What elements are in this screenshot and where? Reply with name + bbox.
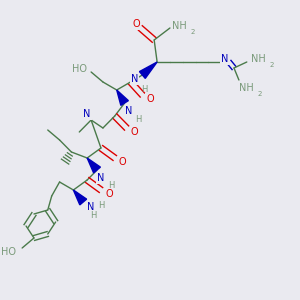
Text: N: N [125, 106, 132, 116]
Text: H: H [108, 182, 114, 190]
Text: O: O [119, 157, 127, 167]
Text: HO: HO [72, 64, 87, 74]
Text: N: N [131, 74, 138, 84]
Polygon shape [87, 158, 101, 173]
Text: H: H [141, 85, 148, 94]
Text: N: N [97, 173, 105, 183]
Text: NH: NH [239, 83, 254, 93]
Text: HO: HO [1, 247, 16, 257]
Text: NH: NH [172, 21, 187, 31]
Text: 2: 2 [190, 29, 195, 35]
Text: H: H [90, 212, 96, 220]
Text: N: N [87, 202, 95, 212]
Polygon shape [140, 62, 157, 78]
Text: N: N [221, 54, 229, 64]
Text: O: O [105, 189, 113, 199]
Text: O: O [146, 94, 154, 104]
Text: H: H [98, 200, 104, 209]
Text: H: H [135, 115, 142, 124]
Text: O: O [131, 127, 138, 137]
Text: 2: 2 [269, 62, 274, 68]
Polygon shape [74, 190, 87, 205]
Text: N: N [83, 109, 91, 119]
Text: NH: NH [251, 54, 266, 64]
Text: O: O [133, 19, 140, 29]
Polygon shape [117, 90, 128, 105]
Text: 2: 2 [257, 91, 262, 97]
